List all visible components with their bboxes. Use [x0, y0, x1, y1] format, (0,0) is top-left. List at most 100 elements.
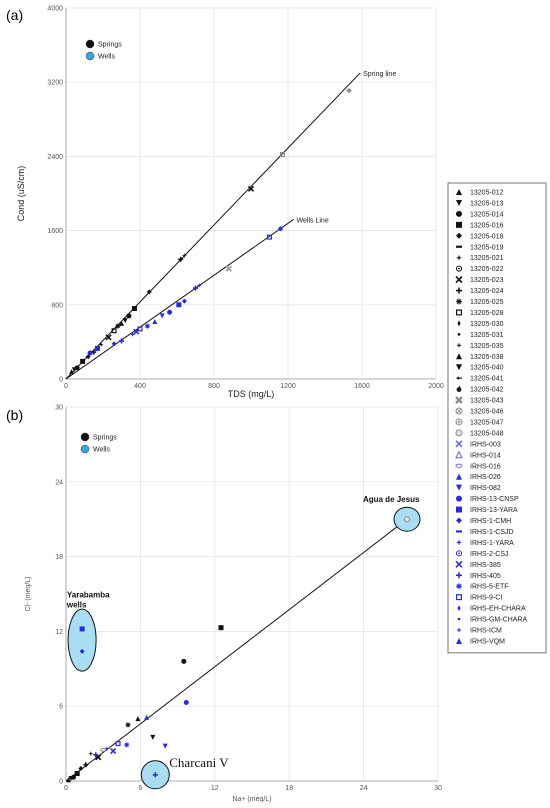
legend-marker — [456, 221, 462, 228]
spring-point — [69, 369, 75, 375]
panel-a-label: (a) — [6, 7, 23, 23]
legend-marker — [456, 506, 462, 513]
legend-marker — [456, 298, 462, 305]
x-axis-label: TDS (mg/L) — [228, 389, 275, 399]
legend-entry-label: 13205-030 — [470, 321, 504, 328]
legend-entry-label: IRHS-5-ETF — [470, 584, 509, 591]
legend-marker — [455, 429, 463, 437]
spring-point — [105, 334, 112, 341]
well-point — [94, 345, 100, 351]
spring-point — [218, 625, 224, 631]
annotation-label: Agua de Jesus — [363, 495, 420, 504]
legend-entry-label: IRHS-13-YARA — [470, 507, 518, 514]
spring-point — [78, 766, 84, 772]
marker-legend: 13205-012 13205-013 13205-014 13205-016 1320… — [447, 182, 547, 654]
legend-entry-label: 13205-038 — [470, 354, 504, 361]
legend-marker — [456, 343, 462, 348]
annotation-label: wells — [66, 600, 87, 609]
legend-entry-label: IRHS-082 — [470, 485, 501, 492]
mini-legend-label: Wells — [98, 54, 115, 61]
legend-marker — [457, 605, 461, 612]
mini-legend-label: Springs — [93, 435, 117, 442]
legend-marker — [456, 627, 462, 633]
legend-marker — [457, 320, 461, 327]
well-point — [278, 226, 284, 232]
legend-marker — [456, 309, 463, 316]
x-tick-label: 0 — [64, 383, 68, 390]
well-point — [87, 350, 93, 356]
legend-entry-label: 13205-043 — [470, 398, 504, 405]
well-point — [196, 282, 202, 288]
y-axis-label: Cl- (meq/L) — [25, 576, 32, 611]
legend-entry-label: 13205-012 — [470, 190, 504, 197]
well-point — [115, 741, 121, 747]
x-axis-label: Na+ (meq/L) — [232, 796, 271, 803]
line-label: Wells Line — [297, 217, 329, 224]
well-point — [144, 323, 150, 329]
x-tick-label: 18 — [285, 785, 293, 792]
spring-point — [80, 358, 86, 364]
mini-legend-swatch — [85, 51, 95, 61]
spring-point — [115, 323, 121, 329]
well-point — [159, 313, 165, 319]
legend-entry-label: 13205-022 — [470, 266, 504, 273]
legend-marker — [455, 407, 463, 415]
well-point — [124, 742, 130, 748]
spring-point — [100, 747, 107, 752]
panel-b-label: (b) — [6, 407, 23, 423]
legend-marker — [455, 396, 463, 404]
legend-entry-label: IRHS-1-CSJD — [470, 529, 514, 536]
well-point — [104, 746, 110, 752]
legend-marker — [456, 637, 462, 644]
well-point — [193, 285, 198, 291]
spring-point — [83, 762, 89, 768]
y-tick-label: 0 — [59, 779, 63, 786]
legend-entry-label: 13205-019 — [470, 244, 504, 251]
well-point — [79, 648, 85, 654]
spring-point — [150, 734, 156, 740]
x-tick-label: 0 — [64, 785, 68, 792]
legend-marker — [455, 550, 463, 557]
y-tick-label: 1600 — [47, 228, 63, 235]
well-point — [176, 302, 182, 308]
well-point — [183, 699, 189, 705]
legend-marker — [455, 276, 463, 284]
legend-entry-label: 13205-035 — [470, 343, 504, 350]
legend-entry-label: 13205-021 — [470, 255, 504, 262]
legend-entry-label: IRHS-GM-CHARA — [470, 617, 527, 624]
legend-marker — [456, 495, 462, 502]
x-tick-label: 2000 — [428, 383, 444, 390]
legend-marker — [456, 210, 462, 217]
x-tick-label: 400 — [134, 383, 146, 390]
spring-point — [119, 320, 124, 326]
x-tick-label: 12 — [211, 785, 219, 792]
legend-entry-label: 13205-041 — [470, 376, 504, 383]
mini-legend-swatch — [80, 444, 90, 454]
well-point — [93, 752, 99, 758]
legend-marker — [456, 517, 462, 524]
legend-marker — [456, 287, 462, 294]
legend-entry-label: 13205-014 — [470, 211, 504, 218]
well-point — [79, 626, 85, 632]
legend-marker — [456, 473, 462, 480]
spring-point — [131, 306, 137, 312]
y-tick-label: 24 — [55, 479, 63, 486]
regression-line — [65, 518, 408, 782]
well-point — [119, 338, 124, 344]
legend-marker — [455, 418, 463, 426]
legend-marker — [456, 385, 462, 392]
spring-point — [95, 754, 102, 761]
mini-legend-label: Springs — [98, 42, 122, 49]
legend-marker — [455, 450, 463, 459]
legend-marker — [456, 376, 462, 380]
annotation-label: Yarabamba — [67, 590, 110, 599]
line-label: Spring line — [363, 71, 396, 78]
legend-entry-label: IRHS-014 — [470, 452, 501, 459]
legend-marker — [456, 254, 462, 261]
legend-entry-label: 13205-025 — [470, 299, 504, 306]
legend-frame — [447, 182, 547, 654]
legend-entry-label: 13205-047 — [470, 419, 504, 426]
y-tick-label: 18 — [55, 554, 63, 561]
legend-entry-label: 13205-018 — [470, 233, 504, 240]
